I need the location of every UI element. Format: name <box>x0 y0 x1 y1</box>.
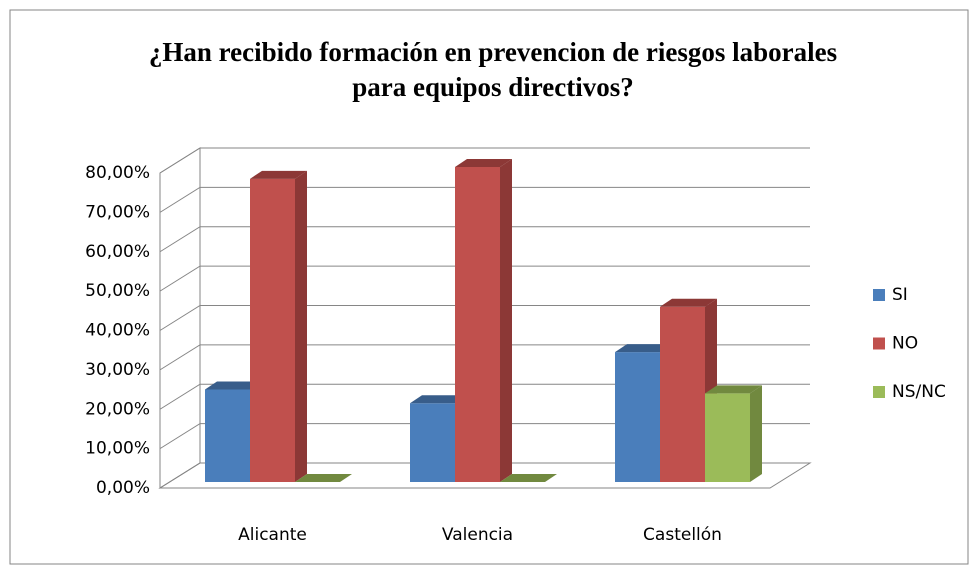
bar-face <box>455 159 512 167</box>
bar-face <box>705 393 750 482</box>
legend-label: SI <box>892 285 908 305</box>
bar-face <box>205 389 250 482</box>
grid-line <box>159 462 810 489</box>
bar-face <box>660 298 717 307</box>
grid-line <box>159 147 810 174</box>
y-tick-label: 70,00% <box>85 202 150 222</box>
y-tick-label: 30,00% <box>85 360 150 380</box>
bar-face <box>615 352 660 482</box>
bar-face <box>615 344 672 353</box>
bar-face <box>205 381 262 390</box>
grid-line <box>159 383 810 410</box>
bar <box>455 159 512 482</box>
bar-face <box>705 385 762 394</box>
legend-label: NO <box>892 334 918 354</box>
chart-title: ¿Han recibido formación en prevencion de… <box>148 37 838 102</box>
x-tick-label: Alicante <box>238 525 307 545</box>
bar-face <box>455 167 500 482</box>
y-tick-label: 50,00% <box>85 281 150 301</box>
bar-face <box>250 178 295 482</box>
legend-swatch <box>873 289 885 301</box>
bar <box>500 474 557 482</box>
bar-face <box>250 170 307 179</box>
bar-face <box>410 403 455 482</box>
y-tick-label: 0,00% <box>96 478 150 498</box>
bar <box>705 385 762 482</box>
legend-label: NS/NC <box>892 382 946 402</box>
bar-face <box>295 474 352 482</box>
y-tick-label: 40,00% <box>85 321 150 341</box>
bar <box>295 474 352 482</box>
bar-face <box>660 306 705 482</box>
x-tick-label: Castellón <box>643 525 722 545</box>
y-tick-label: 80,00% <box>85 163 150 183</box>
grid-line <box>159 265 810 292</box>
x-tick-label: Valencia <box>442 525 513 545</box>
bar-face <box>500 474 557 482</box>
bar-face <box>750 385 762 482</box>
y-tick-label: 60,00% <box>85 242 150 262</box>
bar-face <box>500 159 512 482</box>
bar-face <box>410 395 467 404</box>
legend-swatch <box>873 337 885 350</box>
bar-face <box>295 170 307 482</box>
grid-line <box>159 186 810 213</box>
grid-line <box>159 344 810 371</box>
grid-line <box>159 305 810 331</box>
y-tick-label: 10,00% <box>85 439 150 459</box>
legend-swatch <box>873 386 885 398</box>
grid-line <box>159 226 810 253</box>
y-tick-label: 20,00% <box>85 399 150 419</box>
grid-line <box>159 423 810 450</box>
bar <box>250 170 307 482</box>
